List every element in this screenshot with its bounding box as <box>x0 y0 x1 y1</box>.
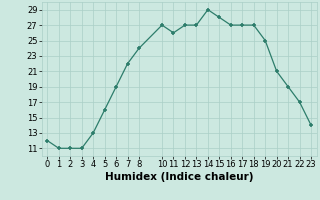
X-axis label: Humidex (Indice chaleur): Humidex (Indice chaleur) <box>105 172 253 182</box>
